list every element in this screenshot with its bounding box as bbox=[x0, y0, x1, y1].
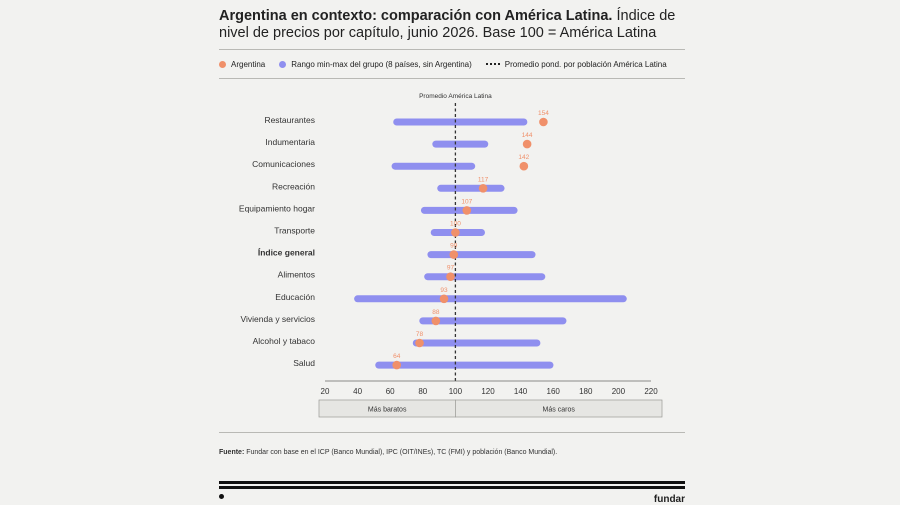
category-label: Transporte bbox=[274, 226, 315, 236]
argentina-point bbox=[415, 338, 424, 348]
x-tick-label: 100 bbox=[449, 387, 463, 396]
argentina-point bbox=[539, 117, 548, 127]
category-label: Alimentos bbox=[278, 270, 315, 280]
band-cheaper-label: Más baratos bbox=[368, 407, 407, 414]
argentina-dot-icon bbox=[219, 60, 226, 68]
argentina-value-label: 64 bbox=[393, 353, 401, 360]
category-label: Equipamiento hogar bbox=[239, 203, 315, 213]
x-tick-label: 80 bbox=[418, 387, 427, 396]
source-note: Fuente: Fundar con base en el ICP (Banco… bbox=[219, 449, 685, 456]
brand-logo: fundar bbox=[653, 494, 685, 505]
top-rule bbox=[219, 49, 685, 50]
argentina-point bbox=[439, 294, 449, 304]
category-label: Comunicaciones bbox=[252, 159, 315, 169]
legend-range-label: Rango min-max del grupo (8 países, sin A… bbox=[291, 59, 472, 69]
reference-label: Promedio América Latina bbox=[419, 93, 492, 100]
argentina-point bbox=[431, 316, 441, 326]
category-label: Vivienda y servicios bbox=[241, 314, 316, 324]
category-label: Educación bbox=[275, 292, 315, 302]
x-tick-label: 140 bbox=[514, 387, 528, 396]
x-tick-label: 20 bbox=[321, 387, 330, 396]
argentina-point bbox=[392, 360, 402, 370]
category-label: Recreación bbox=[272, 181, 315, 191]
x-tick-label: 180 bbox=[579, 387, 593, 396]
argentina-point bbox=[449, 250, 459, 259]
band-pricier-label: Más caros bbox=[543, 407, 576, 414]
argentina-value-label: 142 bbox=[518, 154, 529, 161]
dot-range-chart: Promedio América Latina Restaurantes Indum… bbox=[239, 93, 663, 418]
x-tick-label: 220 bbox=[644, 387, 658, 396]
argentina-value-label: 117 bbox=[478, 176, 489, 183]
category-label: Alcohol y tabaco bbox=[253, 336, 316, 346]
x-tick-label: 120 bbox=[481, 387, 495, 396]
bottom-rule bbox=[219, 432, 685, 433]
legend-average-label: Promedio pond. por población América Lat… bbox=[504, 59, 667, 69]
x-tick-label: 160 bbox=[547, 387, 561, 396]
category-label: Salud bbox=[293, 358, 315, 368]
category-label: Indumentaria bbox=[265, 137, 315, 147]
range-dot-icon bbox=[279, 60, 287, 68]
legend-rule bbox=[219, 78, 685, 79]
x-tick-label: 40 bbox=[353, 387, 362, 396]
legend-argentina-label: Argentina bbox=[231, 59, 266, 69]
legend-argentina: Argentina bbox=[219, 60, 265, 69]
dashed-line-icon bbox=[485, 63, 500, 65]
argentina-point bbox=[462, 206, 472, 215]
argentina-value-label: 99 bbox=[450, 243, 458, 250]
category-label: Índice general bbox=[258, 248, 315, 258]
argentina-point bbox=[522, 139, 532, 149]
x-tick-label: 200 bbox=[612, 387, 626, 396]
argentina-point bbox=[446, 272, 455, 282]
footer-bar bbox=[219, 481, 685, 484]
argentina-value-label: 93 bbox=[440, 287, 448, 294]
argentina-value-label: 78 bbox=[416, 331, 424, 338]
argentina-point bbox=[451, 228, 460, 237]
category-label: Restaurantes bbox=[264, 115, 315, 125]
chart-card: Argentina en contexto: comparación con A… bbox=[219, 0, 685, 505]
title-rest: Índice de nivel de precios por capítulo,… bbox=[219, 8, 676, 41]
x-tick-label: 60 bbox=[386, 387, 395, 396]
legend-range: Rango min-max del grupo (8 países, sin A… bbox=[279, 60, 472, 69]
argentina-point bbox=[519, 161, 529, 171]
argentina-value-label: 97 bbox=[447, 265, 455, 272]
argentina-value-label: 88 bbox=[432, 309, 440, 316]
argentina-point bbox=[478, 184, 488, 193]
band-pricier bbox=[455, 399, 663, 418]
argentina-value-label: 144 bbox=[522, 132, 533, 139]
title-bold: Argentina en contexto: comparación con A… bbox=[219, 8, 613, 24]
argentina-value-label: 154 bbox=[538, 110, 549, 117]
chart-title: Argentina en contexto: comparación con A… bbox=[219, 8, 685, 42]
source-label: Fuente: bbox=[219, 449, 245, 456]
legend-average: Promedio pond. por población América Lat… bbox=[485, 59, 667, 69]
argentina-value-label: 107 bbox=[461, 198, 472, 205]
argentina-value-label: 100 bbox=[450, 221, 461, 228]
footer-bars bbox=[219, 481, 685, 499]
source-text: Fundar con base en el ICP (Banco Mundial… bbox=[244, 449, 558, 456]
footer-bar bbox=[219, 486, 685, 489]
legend: Argentina Rango min-max del grupo (8 paí… bbox=[219, 57, 685, 71]
footer-dot bbox=[219, 494, 224, 499]
